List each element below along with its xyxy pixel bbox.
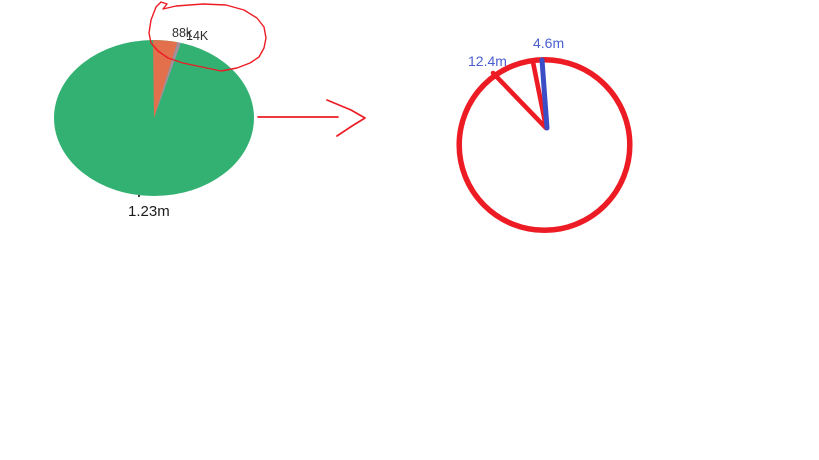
right-pie-line-label: 4.6m	[533, 35, 564, 51]
right-pie-circle-outline	[456, 56, 633, 234]
left-pie-small-slice-label-a: 88k	[172, 26, 193, 40]
left-pie-small-slice-label-b: 14K	[186, 29, 209, 43]
left-pie-sliver-slice	[154, 42, 181, 118]
arrow-head	[326, 99, 366, 137]
right-pie-wedge-label: 12.4m	[468, 53, 507, 69]
stray-dot	[137, 194, 141, 198]
scribble-loop-annotation	[148, 1, 267, 72]
left-pie-large-slice-label: 1.23m	[128, 203, 170, 220]
right-pie-blue-line	[539, 57, 550, 131]
